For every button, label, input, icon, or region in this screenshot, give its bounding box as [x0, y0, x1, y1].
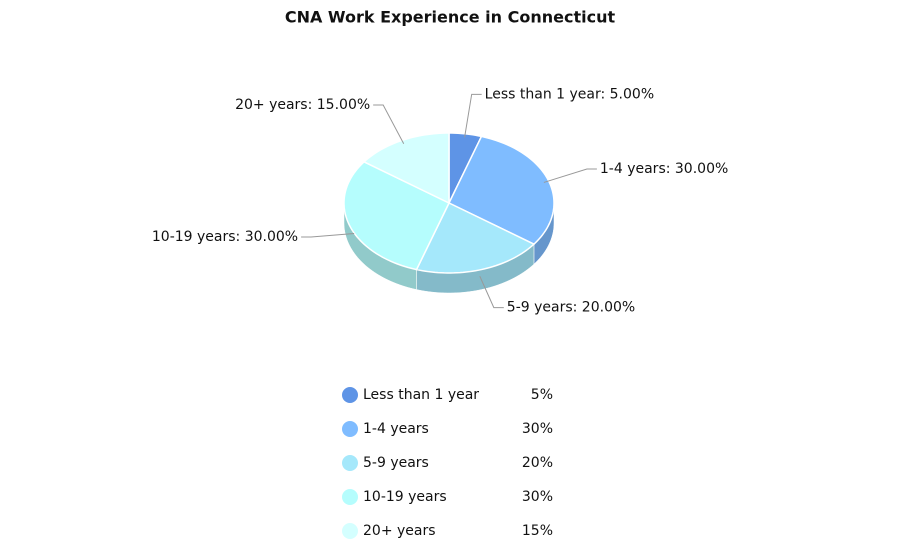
legend-value: 5%	[531, 387, 553, 403]
chart-title: CNA Work Experience in Connecticut	[285, 8, 616, 27]
data-label: 20+ years: 15.00%	[235, 97, 370, 113]
legend-marker	[342, 387, 358, 403]
slice	[415, 201, 536, 274]
leader-line	[464, 93, 482, 138]
legend-value: 30%	[522, 421, 553, 437]
slice	[362, 132, 450, 205]
leader-line	[543, 168, 597, 183]
legend-marker	[342, 489, 358, 505]
data-label: 10-19 years: 30.00%	[152, 229, 298, 245]
slice	[343, 160, 451, 271]
data-label: 1-4 years: 30.00%	[600, 161, 728, 177]
legend-marker	[342, 421, 358, 437]
leader-line	[373, 104, 405, 144]
data-label: Less than 1 year: 5.00%	[485, 86, 654, 102]
legend-marker	[342, 455, 358, 471]
data-label: 5-9 years: 20.00%	[507, 300, 635, 316]
legend-label: Less than 1 year	[363, 387, 479, 403]
leader-line	[301, 233, 355, 238]
legend-label: 1-4 years	[363, 421, 429, 437]
legend-marker	[342, 523, 358, 539]
legend-value: 30%	[522, 489, 553, 505]
legend-label: 20+ years	[363, 523, 436, 539]
legend-value: 15%	[522, 523, 553, 539]
legend-label: 10-19 years	[363, 489, 447, 505]
legend-value: 20%	[522, 455, 553, 471]
legend-label: 5-9 years	[363, 455, 429, 471]
leader-line	[479, 276, 504, 309]
